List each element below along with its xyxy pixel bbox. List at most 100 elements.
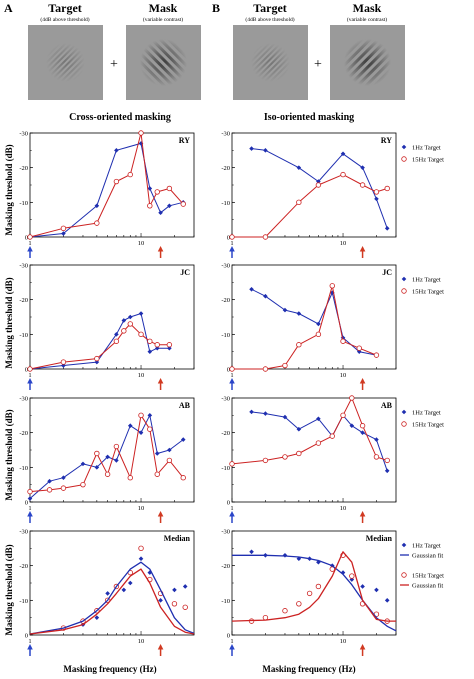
chart-iso-0-series-1-point-0 — [229, 234, 235, 240]
chart-iso-2-series-1-line — [231, 397, 388, 465]
chart-cross-1-series-1-point-1 — [60, 359, 67, 365]
chart-iso-1-blue-arrow — [229, 378, 235, 390]
chart-cross-1-series-0-point-7 — [147, 349, 153, 354]
chart-iso-3: -30 -20 -10 01 10 Median 1Hz Target Gaussian fi… — [221, 529, 444, 656]
chart-iso-1-series-1-point-7 — [356, 345, 362, 351]
chart-cross-2-blue-arrow-head — [27, 511, 33, 517]
chart-cross-3-xtick-label: 10 — [138, 638, 145, 645]
chart-iso-3-series-1-point-3 — [296, 601, 302, 607]
chart-iso-0-series-0-point-4 — [340, 151, 346, 157]
chart-iso-3-ytick-label: 0 — [227, 633, 230, 640]
chart-cross-3-ytick-label: -20 — [19, 563, 28, 570]
chart-iso-1-legend: 1Hz Target 15Hz Target — [401, 277, 444, 296]
chart-iso-3-ytick-label: -30 — [221, 529, 230, 536]
chart-iso-2-red-arrow-head — [359, 511, 366, 517]
chart-cross-0-frame — [29, 132, 195, 238]
chart-cross-0-ytick-label: -20 — [19, 165, 28, 172]
chart-iso-1-legend-entry-0: 1Hz Target — [412, 277, 441, 284]
chart-iso-3-legend-entry-2: 15Hz Target — [412, 573, 444, 580]
chart-cross-1-series-0-point-2 — [94, 359, 100, 365]
chart-cross-2-ytick-label: -30 — [19, 396, 28, 403]
chart-cross-0-series-0-point-6 — [158, 210, 163, 216]
chart-cross-3-subject-label: Median — [164, 534, 191, 543]
chart-iso-2-series-0-point-1 — [263, 411, 268, 416]
chart-iso-3-ytick-label: -20 — [221, 563, 230, 570]
chart-iso-0-ytick-label: -10 — [221, 200, 230, 207]
chart-iso-2-frame — [231, 397, 397, 503]
chart-iso-1-series-0-point-0 — [249, 286, 254, 292]
chart-cross-3-series-0-point-5 — [121, 587, 127, 593]
chart-iso-1-series-0-point-1 — [263, 293, 268, 299]
chart-iso-0-ytick-label: -30 — [221, 131, 230, 138]
chart-cross-0-xtick-label: 10 — [138, 240, 145, 247]
chart-iso-1-series-0-line — [251, 288, 377, 356]
chart-cross-2-series-0-point-10 — [154, 451, 160, 456]
chart-iso-2-series-1-point-3 — [296, 450, 302, 457]
chart-iso-0-legend-entry-1: 15Hz Target — [412, 157, 444, 164]
chart-cross-0-series-0-point-7 — [167, 203, 172, 209]
chart-iso-0-blue-arrow — [229, 246, 235, 258]
chart-iso-1-series-0-point-4 — [316, 321, 321, 327]
chart-iso-1-red-arrow — [359, 378, 366, 390]
chart-iso-2-legend-marker-0 — [401, 409, 407, 415]
chart-cross-2-series-1-point-11 — [166, 457, 173, 464]
chart-iso-2-series-0-point-8 — [360, 430, 365, 435]
chart-cross-3-series-0-point-9 — [158, 598, 163, 603]
chart-iso-2-series-1-point-6 — [340, 412, 346, 419]
chart-iso-3-ytick-label: -10 — [221, 598, 230, 605]
chart-cross-1-blue-arrow — [27, 378, 33, 390]
chart-cross-2-series-0-point-7 — [127, 423, 133, 429]
chart-iso-3-series-0-point-11 — [384, 598, 390, 603]
chart-iso-1-series-1-line — [232, 285, 377, 370]
chart-cross-2-blue-arrow — [27, 511, 33, 523]
chart-iso-2-series-0-point-9 — [374, 437, 379, 442]
chart-cross-1-series-1-point-3 — [113, 338, 120, 344]
chart-iso-3-frame — [231, 530, 397, 636]
chart-iso-3-series-1-point-4 — [306, 590, 313, 597]
chart-cross-2-series-1-point-6 — [113, 443, 120, 450]
chart-iso-0-red-arrow-head — [359, 246, 366, 252]
chart-iso-2-series-1-point-5 — [329, 433, 335, 439]
chart-iso-1-ytick-label: -10 — [221, 332, 230, 339]
chart-iso-2-series-0-point-3 — [296, 426, 302, 432]
chart-iso-2-series-1-point-0 — [229, 461, 235, 467]
chart-cross-0-xtick-label: 1 — [28, 240, 31, 247]
chart-iso-2-series-0-point-2 — [282, 414, 288, 420]
chart-cross-0-series-0-point-5 — [147, 186, 153, 191]
chart-iso-2-series-1-point-9 — [373, 454, 380, 460]
chart-iso-1-series-1-point-1 — [262, 366, 269, 372]
chart-iso-2-series-0-point-10 — [384, 468, 390, 474]
chart-iso-0-series-1-point-4 — [340, 171, 346, 178]
target-title-a: Target — [48, 1, 82, 15]
chart-cross-0-series-0-point-4 — [138, 141, 144, 146]
chart-cross-0-series-0-point-1 — [61, 231, 66, 236]
chart-cross-1-series-1-point-6 — [138, 331, 144, 338]
chart-cross-0-series-1-point-7 — [154, 189, 160, 195]
chart-iso-0-subject-label: RY — [381, 136, 392, 145]
chart-iso-2-series-0-point-0 — [249, 409, 254, 415]
chart-cross-1-series-0-point-5 — [127, 314, 133, 320]
chart-iso-0-series-1-point-5 — [359, 182, 366, 188]
chart-iso-2-series-0-point-7 — [349, 423, 355, 429]
chart-cross-0-blue-arrow — [27, 246, 33, 258]
chart-iso-0-series-1-point-3 — [315, 182, 322, 188]
chart-cross-1-series-1-point-2 — [94, 355, 100, 362]
chart-cross-3-red-arrow — [157, 644, 164, 656]
target-stimulus-b — [233, 25, 308, 100]
chart-iso-3-series-0-point-2 — [282, 552, 288, 558]
chart-iso-3-legend-entry-3: Gaussian fit — [412, 583, 443, 590]
chart-iso-3-series-1-point-6 — [329, 566, 335, 572]
chart-cross-2-series-1-point-3 — [80, 481, 86, 488]
chart-cross-2-series-1-point-1 — [46, 487, 53, 493]
x-axis-label-cross: Masking frequency (Hz) — [63, 664, 156, 674]
chart-iso-2-series-1-point-7 — [349, 395, 355, 401]
chart-cross-0-series-1-point-1 — [60, 225, 67, 232]
chart-iso-0: -30 -20 -10 01 10 RY 1Hz Target 15Hz Target — [221, 131, 444, 258]
chart-cross-2-series-1-point-2 — [60, 485, 67, 491]
chart-iso-3-series-1-point-5 — [315, 583, 322, 590]
chart-iso-2: -30 -20 -10 01 10 AB 1Hz Target 15Hz Target — [221, 395, 444, 523]
chart-cross-3: -30 -20 -10 01 10 Median — [19, 529, 195, 656]
mask-title-b: Mask — [353, 1, 382, 15]
chart-iso-1: -30 -20 -10 01 10 JC 1Hz Target 15Hz Target — [221, 263, 444, 390]
